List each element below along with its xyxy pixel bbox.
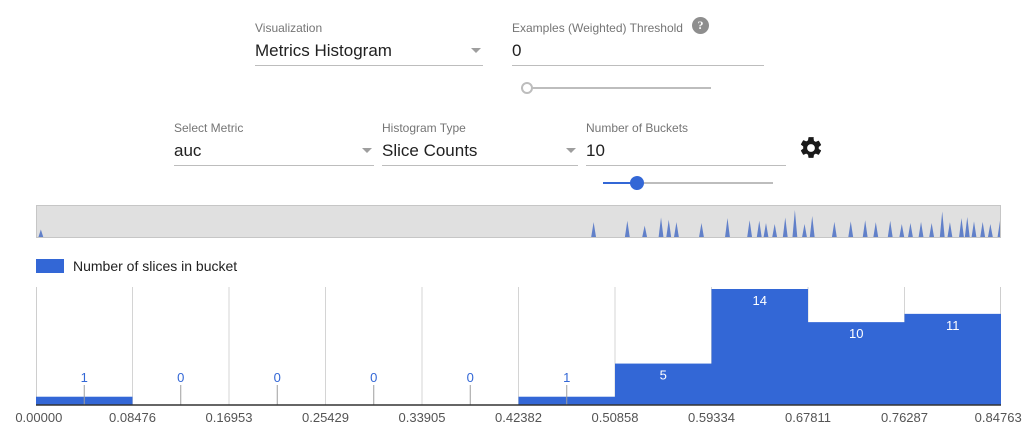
overview-spike [929,222,935,237]
threshold-input[interactable]: 0 [512,36,764,66]
x-tick-label: 0.33905 [398,410,446,425]
overview-spike [987,224,993,237]
buckets-slider-track[interactable] [603,182,773,184]
overview-spike [763,222,769,237]
bar-value-label: 14 [753,293,767,308]
overview-spike [997,220,1000,237]
visualization-select[interactable]: Metrics Histogram [255,36,483,66]
x-tick-label: 0.08476 [109,410,156,425]
overview-spike [658,217,664,237]
overview-spike [947,222,953,237]
histogram-bar[interactable] [615,363,712,405]
number-of-buckets-field[interactable]: Number of Buckets 10 [586,120,786,166]
threshold-label: Examples (Weighted) Threshold [512,21,683,35]
select-metric-label: Select Metric [174,121,244,135]
overview-spikes [38,210,1000,237]
legend-swatch [36,259,64,273]
overview-spike [624,220,630,237]
overview-spike [980,221,986,237]
overview-spike [782,217,788,237]
overview-spike [964,217,970,237]
overview-spike [809,215,815,237]
chevron-down-icon[interactable] [566,148,576,153]
threshold-field[interactable]: Examples (Weighted) Threshold 0 [512,20,764,66]
overview-spike [792,210,798,237]
overview-spike [862,220,868,237]
overview-spike [802,224,807,237]
visualization-label: Visualization [255,21,323,35]
bar-value-label: 0 [274,370,281,385]
histogram-type-field[interactable]: Histogram Type Slice Counts [382,120,578,166]
chevron-down-icon[interactable] [362,148,372,153]
bar-value-label: 1 [81,370,88,385]
overview-spike [756,220,762,237]
overview-spike [772,224,778,237]
visualization-value: Metrics Histogram [255,40,392,60]
x-tick-label: 0.76287 [881,410,928,425]
overview-spike [699,222,704,237]
bar-value-label: 0 [177,370,184,385]
x-tick-label: 0.00000 [15,410,63,425]
bar-value-label: 1 [563,370,570,385]
select-metric-field[interactable]: Select Metric auc [174,120,374,166]
bar-value-label: 0 [370,370,377,385]
overview-spike [666,219,672,237]
bar-value-label: 5 [660,368,667,383]
bar-value-label: 0 [467,370,474,385]
histogram-bar[interactable] [808,322,905,405]
overview-spike [971,221,977,237]
x-tick-label: 0.16953 [205,410,253,425]
histogram-bar[interactable] [904,313,1002,405]
bar-value-label: 11 [946,318,960,333]
overview-spike [831,221,837,237]
overview-spike [725,218,730,237]
histogram-type-label: Histogram Type [382,121,466,135]
threshold-value: 0 [512,40,522,60]
x-tick-label: 0.67811 [784,410,832,425]
histogram-type-select[interactable]: Slice Counts [382,136,578,166]
overview-spike [38,229,44,237]
overview-spike [747,220,753,237]
gear-icon[interactable] [798,135,824,161]
number-of-buckets-label: Number of Buckets [586,121,689,135]
help-icon[interactable]: ? [692,17,709,34]
histogram-bar[interactable] [711,289,809,405]
select-metric-value: auc [174,140,202,160]
number-of-buckets-input[interactable]: 10 [586,136,786,166]
select-metric-select[interactable]: auc [174,136,374,166]
threshold-slider-knob[interactable] [521,82,533,94]
overview-spike [918,221,924,237]
overview-spike [848,221,854,237]
x-tick-label: 0.25429 [302,410,349,425]
overview-spike [908,222,913,237]
number-of-buckets-slider[interactable] [603,173,773,193]
overview-spike [591,222,597,237]
overview-spike [939,211,945,237]
x-axis-tick-labels: 0.00000 0.08476 0.16953 0.25429 0.33905 0.423… [0,410,1024,432]
histogram-overview-brush[interactable] [36,205,1001,238]
overview-spike [959,218,964,237]
metrics-histogram-chart[interactable]: 1 0 0 0 0 1 5 14 10 11 [36,287,1001,407]
x-tick-label: 0.50858 [591,410,639,425]
x-tick-label: 0.42382 [495,410,542,425]
x-tick-label: 0.84763 [974,410,1022,425]
overview-spike [674,222,679,237]
overview-spike [873,222,879,237]
legend-label: Number of slices in bucket [73,258,238,274]
overview-spike [887,220,893,237]
chevron-down-icon[interactable] [471,48,481,53]
chart-legend[interactable]: Number of slices in bucket [36,258,237,274]
x-tick-label: 0.59334 [688,410,735,425]
buckets-slider-fill [603,182,637,184]
histogram-type-value: Slice Counts [382,140,478,160]
buckets-slider-knob[interactable] [630,176,644,190]
visualization-field[interactable]: Visualization Metrics Histogram [255,20,483,66]
number-of-buckets-value: 10 [586,140,605,160]
overview-spike [642,225,648,237]
overview-spike [899,224,905,237]
threshold-slider-track[interactable] [521,87,711,89]
threshold-slider[interactable] [521,78,711,98]
bar-value-label: 10 [849,326,863,341]
